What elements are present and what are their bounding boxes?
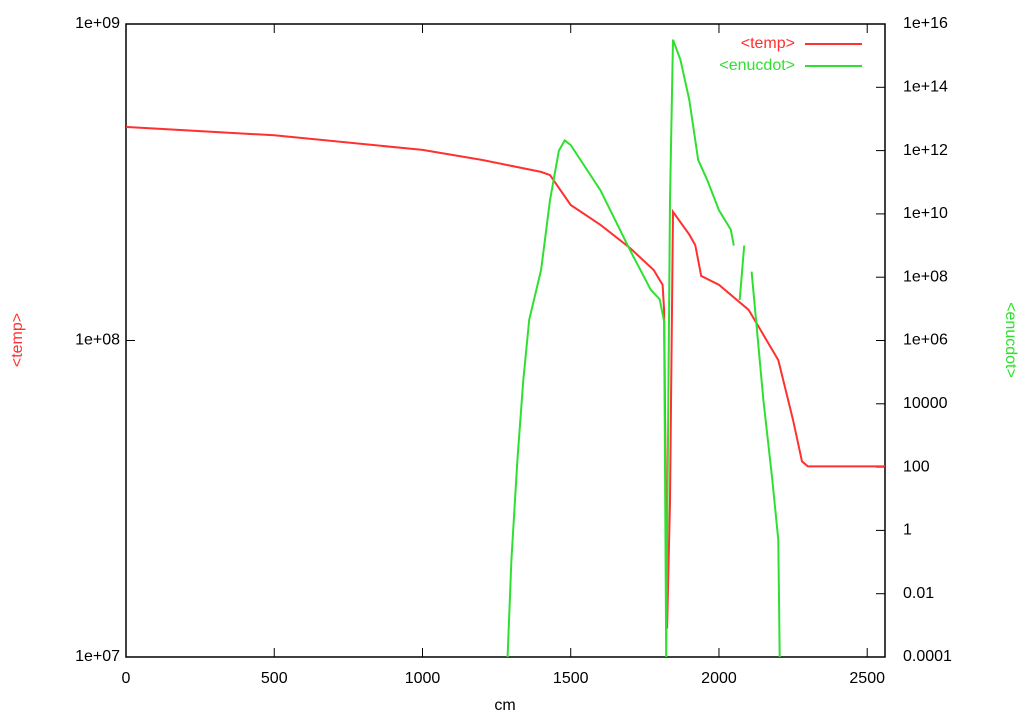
yticks-label: 1e+09: [75, 15, 120, 32]
yticks-label: 1e+07: [75, 648, 120, 665]
x-tick-label: 2500: [849, 670, 885, 687]
y2ticks-label: 10000: [903, 395, 948, 412]
x-tick-label: 2000: [701, 670, 737, 687]
y2ticks-label: 0.0001: [903, 648, 952, 665]
line-series: [125, 125, 885, 629]
y-axis-label: <temp>: [9, 313, 26, 367]
x-axis-label: cm: [494, 697, 515, 714]
y2ticks-label: 1e+06: [903, 332, 948, 349]
y2ticks-label: 1: [903, 522, 912, 539]
line-series: [506, 39, 781, 658]
x-tick-label: 1500: [553, 670, 589, 687]
yticks-label: 1e+08: [75, 332, 120, 349]
x-tick-label: 0: [122, 670, 131, 687]
y2ticks-label: 100: [903, 458, 930, 475]
x-tick-label: 500: [261, 670, 288, 687]
plot-frame: [125, 23, 886, 658]
y2-axis-label: <enucdot>: [1002, 302, 1019, 378]
y2ticks-label: 1e+08: [903, 268, 948, 285]
y2ticks-label: 1e+12: [903, 142, 948, 159]
y2ticks-label: 0.01: [903, 585, 934, 602]
y2ticks-label: 1e+14: [903, 79, 948, 96]
legend-label: <temp>: [741, 35, 795, 52]
x-tick-label: 1000: [405, 670, 441, 687]
legend-label: <enucdot>: [719, 57, 795, 74]
y2ticks-label: 1e+10: [903, 205, 948, 222]
y2ticks-label: 1e+16: [903, 15, 948, 32]
